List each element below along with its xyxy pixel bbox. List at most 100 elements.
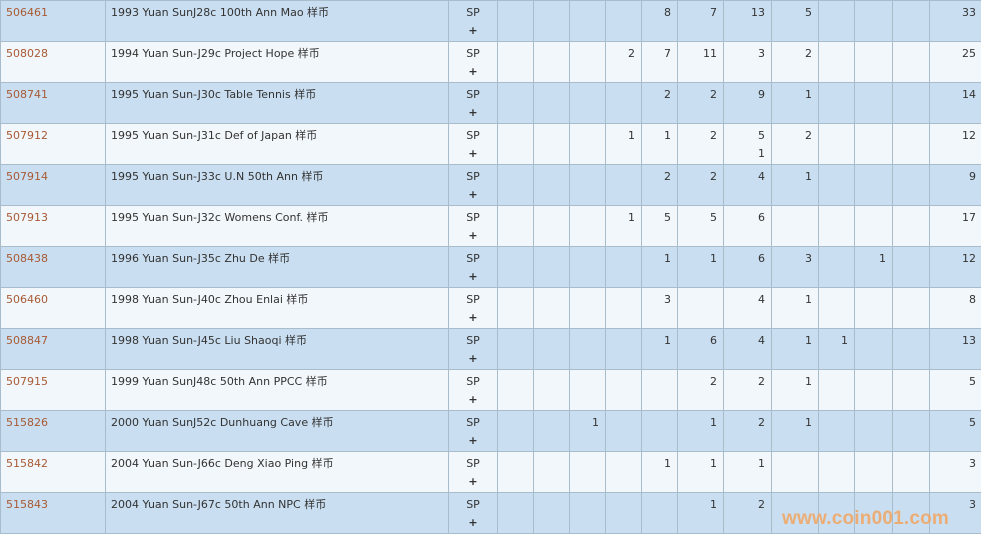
- grade-count-cell: [605, 492, 642, 534]
- cert-id-cell: 507915: [0, 369, 106, 411]
- grade-count-cell: 1: [771, 82, 819, 124]
- grade-count-cell: [892, 41, 930, 83]
- total-cell: 25: [929, 41, 981, 83]
- grade-count-cell: 4: [723, 287, 772, 329]
- grade-count-cell: 4: [723, 164, 772, 206]
- cert-id-link[interactable]: 515843: [6, 498, 48, 511]
- grade-cell: SP +: [448, 246, 498, 288]
- plus-grade-label: +: [468, 270, 478, 283]
- grade-count-cell: [641, 369, 678, 411]
- grade-count-cell: 5 1: [723, 123, 772, 165]
- grade-count-cell: 1: [771, 328, 819, 370]
- cert-id-link[interactable]: 508028: [6, 47, 48, 60]
- grade-count-cell: 1: [641, 451, 678, 493]
- grade-count-cell: [892, 82, 930, 124]
- cert-id-link[interactable]: 515826: [6, 416, 48, 429]
- grade-count-cell: 1: [677, 492, 724, 534]
- plus-grade-label: +: [468, 352, 478, 365]
- cert-id-link[interactable]: 507915: [6, 375, 48, 388]
- grade-count-cell: 1: [771, 369, 819, 411]
- grade-count-cell: [497, 0, 534, 42]
- cert-id-link[interactable]: 508847: [6, 334, 48, 347]
- grade-count-cell: 2: [723, 492, 772, 534]
- plus-grade-label: +: [468, 393, 478, 406]
- description-cell: 1998 Yuan Sun-J45c Liu Shaoqi 样币: [105, 328, 449, 370]
- table-row: 508847 1998 Yuan Sun-J45c Liu Shaoqi 样币 SP…: [0, 328, 981, 370]
- grade-count-cell: 2: [723, 410, 772, 452]
- grade-label: SP: [466, 334, 480, 347]
- grade-count-cell: [605, 451, 642, 493]
- grade-cell: SP +: [448, 82, 498, 124]
- cert-id-cell: 506460: [0, 287, 106, 329]
- grade-count-cell: [854, 410, 893, 452]
- cert-id-link[interactable]: 507912: [6, 129, 48, 142]
- table-row: 515843 2004 Yuan Sun-J67c 50th Ann NPC 样币…: [0, 492, 981, 534]
- cert-id-link[interactable]: 507914: [6, 170, 48, 183]
- grade-count-cell: 8: [641, 0, 678, 42]
- grade-count-cell: [533, 410, 570, 452]
- total-cell: 13: [929, 328, 981, 370]
- description-cell: 1993 Yuan SunJ28c 100th Ann Mao 样币: [105, 0, 449, 42]
- grade-count-cell: [892, 205, 930, 247]
- grade-count-cell: 2: [677, 369, 724, 411]
- grade-cell: SP +: [448, 0, 498, 42]
- grade-cell: SP +: [448, 123, 498, 165]
- total-cell: 14: [929, 82, 981, 124]
- grade-count-cell: [818, 287, 855, 329]
- grade-count-cell: 1: [677, 451, 724, 493]
- plus-grade-label: +: [468, 311, 478, 324]
- total-cell: 8: [929, 287, 981, 329]
- cert-id-link[interactable]: 508438: [6, 252, 48, 265]
- grade-count-cell: [771, 205, 819, 247]
- cert-id-cell: 506461: [0, 0, 106, 42]
- plus-grade-label: +: [468, 434, 478, 447]
- plus-grade-label: +: [468, 229, 478, 242]
- grade-label: SP: [466, 170, 480, 183]
- grade-count-cell: [533, 41, 570, 83]
- total-cell: 9: [929, 164, 981, 206]
- description-cell: 1995 Yuan Sun-J30c Table Tennis 样币: [105, 82, 449, 124]
- grade-count-cell: [497, 205, 534, 247]
- total-cell: 17: [929, 205, 981, 247]
- cert-id-link[interactable]: 506461: [6, 6, 48, 19]
- grade-count-cell: [569, 451, 606, 493]
- grade-count-cell: [569, 123, 606, 165]
- grade-count-cell: 1: [641, 123, 678, 165]
- cert-id-link[interactable]: 507913: [6, 211, 48, 224]
- table-row: 508438 1996 Yuan Sun-J35c Zhu De 样币 SP +1 1 6…: [0, 246, 981, 288]
- table-row: 515842 2004 Yuan Sun-J66c Deng Xiao Ping …: [0, 451, 981, 493]
- grade-count-cell: 1: [677, 410, 724, 452]
- grade-count-cell: [854, 328, 893, 370]
- grade-count-cell: [497, 451, 534, 493]
- grade-count-cell: [569, 287, 606, 329]
- grade-label: SP: [466, 88, 480, 101]
- grade-label: SP: [466, 129, 480, 142]
- grade-count-cell: 2: [677, 164, 724, 206]
- table-row: 507912 1995 Yuan Sun-J31c Def of Japan 样币…: [0, 123, 981, 165]
- cert-id-cell: 508438: [0, 246, 106, 288]
- grade-count-cell: [677, 287, 724, 329]
- grade-count-cell: [854, 123, 893, 165]
- grade-cell: SP +: [448, 328, 498, 370]
- grade-count-cell: 1: [677, 246, 724, 288]
- grade-count-cell: [818, 492, 855, 534]
- grade-count-cell: [854, 287, 893, 329]
- grade-count-cell: [818, 410, 855, 452]
- grade-count-cell: [605, 0, 642, 42]
- table-row: 508741 1995 Yuan Sun-J30c Table Tennis 样币…: [0, 82, 981, 124]
- grade-count-cell: 7: [677, 0, 724, 42]
- table-row: 507913 1995 Yuan Sun-J32c Womens Conf. 样币…: [0, 205, 981, 247]
- grade-count-cell: 1: [641, 328, 678, 370]
- cert-id-link[interactable]: 515842: [6, 457, 48, 470]
- cert-id-link[interactable]: 508741: [6, 88, 48, 101]
- description-cell: 1994 Yuan Sun-J29c Project Hope 样币: [105, 41, 449, 83]
- grade-count-cell: [569, 246, 606, 288]
- description-cell: 1995 Yuan Sun-J33c U.N 50th Ann 样币: [105, 164, 449, 206]
- grade-count-cell: [569, 492, 606, 534]
- cert-id-link[interactable]: 506460: [6, 293, 48, 306]
- grade-count-cell: 1: [641, 246, 678, 288]
- grade-label: SP: [466, 375, 480, 388]
- grade-count-cell: 1: [854, 246, 893, 288]
- grade-count-cell: [497, 410, 534, 452]
- table-row: 507914 1995 Yuan Sun-J33c U.N 50th Ann 样币…: [0, 164, 981, 206]
